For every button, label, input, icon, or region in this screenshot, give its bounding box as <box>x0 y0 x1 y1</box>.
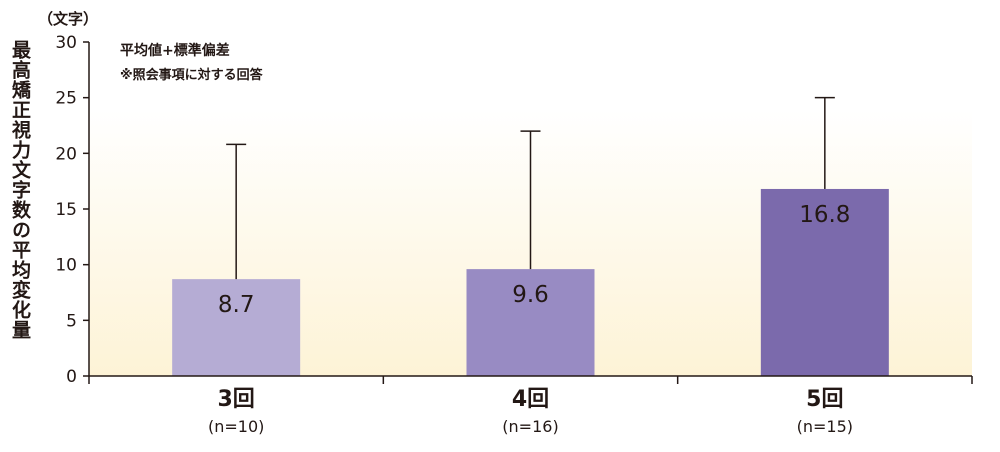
y-axis-unit: （文字） <box>38 10 99 28</box>
y-tick-label: 15 <box>55 200 77 220</box>
x-sample-size-label: (n=16) <box>502 417 558 436</box>
y-tick-label: 30 <box>55 33 77 53</box>
x-category-label: 5回 <box>806 387 843 412</box>
legend-line-1: 平均値+標準偏差 <box>120 43 230 59</box>
x-sample-size-label: (n=10) <box>208 417 264 436</box>
bar <box>172 279 301 376</box>
y-tick-label: 0 <box>66 367 77 387</box>
bar <box>466 269 595 376</box>
bar-value-label: 16.8 <box>799 202 850 228</box>
x-sample-size-label: (n=15) <box>797 417 853 436</box>
legend-line-2: ※照会事項に対する回答 <box>120 68 263 83</box>
x-category-label: 3回 <box>218 387 255 412</box>
y-tick-label: 25 <box>55 89 77 109</box>
y-tick-label: 5 <box>66 311 77 331</box>
bar <box>760 188 889 376</box>
bar-value-label: 8.7 <box>218 292 255 318</box>
y-tick-label: 10 <box>55 256 77 276</box>
y-tick-label: 20 <box>55 144 77 164</box>
x-category-label: 4回 <box>512 387 549 412</box>
bar-value-label: 9.6 <box>512 282 549 308</box>
y-axis-label: 最高矯正視力文字数の平均変化量 <box>9 40 31 340</box>
